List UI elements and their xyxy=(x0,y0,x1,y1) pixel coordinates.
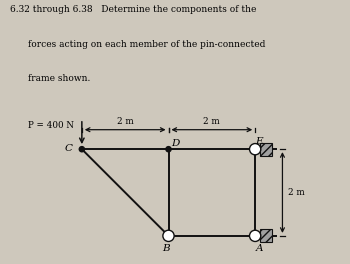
Text: 2 m: 2 m xyxy=(203,117,220,126)
Text: A: A xyxy=(256,244,263,253)
Circle shape xyxy=(79,147,84,152)
Text: P = 400 N: P = 400 N xyxy=(28,121,74,130)
Circle shape xyxy=(250,230,261,242)
Bar xyxy=(260,229,272,242)
Text: 2 m: 2 m xyxy=(288,188,304,197)
Text: forces acting on each member of the pin-connected: forces acting on each member of the pin-… xyxy=(28,40,265,49)
Text: E: E xyxy=(256,137,263,146)
Text: 2 m: 2 m xyxy=(117,117,134,126)
Circle shape xyxy=(250,144,261,155)
Bar xyxy=(260,143,272,156)
Circle shape xyxy=(163,230,174,242)
Text: frame shown.: frame shown. xyxy=(28,74,90,83)
Circle shape xyxy=(166,147,171,152)
Text: 6.32 through 6.38   Determine the components of the: 6.32 through 6.38 Determine the componen… xyxy=(10,5,257,14)
Text: D: D xyxy=(172,139,180,148)
Text: B: B xyxy=(162,244,170,253)
Text: C: C xyxy=(64,144,72,153)
